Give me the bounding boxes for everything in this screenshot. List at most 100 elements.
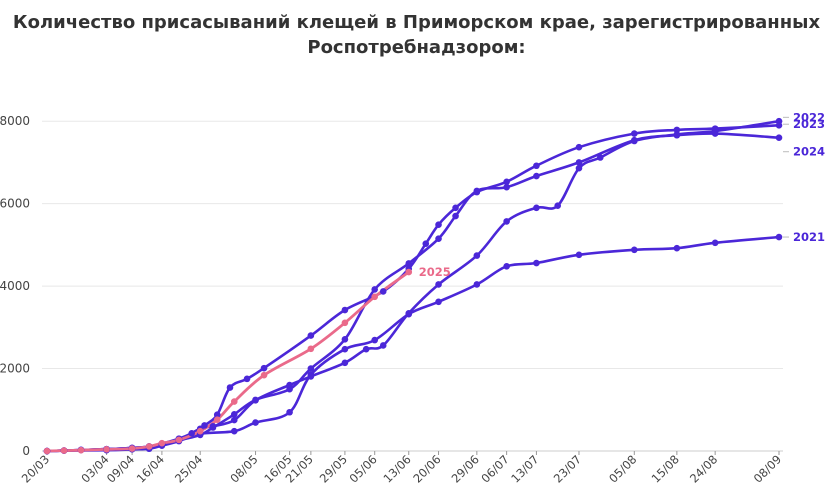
- data-point-2025: [145, 443, 153, 450]
- y-tick-label: 2000: [0, 362, 30, 376]
- series-line-2022: [45, 124, 781, 453]
- data-point-2024: [230, 411, 238, 418]
- data-point-2023: [575, 164, 583, 172]
- data-point-2022: [243, 375, 251, 383]
- x-tick-label: 03/04: [78, 452, 111, 485]
- data-point-2022: [213, 411, 221, 419]
- data-point-2021: [341, 345, 349, 353]
- data-point-2022: [673, 126, 681, 134]
- series-label-2024: 2024: [793, 145, 825, 159]
- data-point-2021: [673, 244, 681, 252]
- data-point-2021: [230, 427, 238, 435]
- chart-title-line-2: Роспотребнадзором:: [307, 37, 526, 58]
- data-point-2025: [103, 446, 110, 453]
- data-point-2021: [575, 251, 583, 259]
- data-point-2025: [213, 416, 221, 423]
- data-point-2025: [128, 445, 136, 452]
- y-tick-label: 0: [22, 444, 30, 458]
- data-point-2021: [533, 259, 540, 267]
- x-tick-label: 05/06: [346, 452, 379, 485]
- data-point-2021: [371, 336, 378, 344]
- data-point-2023: [503, 218, 510, 225]
- x-tick-label: 08/09: [751, 452, 784, 485]
- data-point-2023: [286, 381, 293, 389]
- x-tick-label: 25/04: [172, 452, 205, 485]
- data-point-2023: [341, 359, 349, 367]
- data-point-2024: [503, 183, 510, 191]
- x-tick-label: 13/06: [381, 452, 414, 485]
- data-point-2022: [473, 188, 481, 196]
- x-tick-label: 08/05: [227, 452, 260, 485]
- grid-lines: [42, 120, 783, 452]
- data-point-2021: [435, 298, 442, 306]
- data-point-2024: [452, 212, 459, 220]
- data-point-2022: [260, 364, 268, 372]
- x-tick-label: 24/08: [687, 452, 720, 485]
- data-point-2023: [435, 281, 442, 288]
- data-point-2022: [435, 221, 442, 228]
- data-point-2023: [362, 345, 370, 353]
- data-point-2025: [260, 371, 268, 379]
- data-point-2024: [533, 172, 540, 180]
- series-line-2024: [45, 132, 781, 453]
- data-point-2023: [307, 373, 315, 380]
- data-point-2023: [596, 154, 604, 161]
- data-point-2022: [307, 332, 315, 339]
- data-point-2022: [575, 143, 583, 151]
- data-point-2025: [405, 268, 413, 276]
- data-point-2023: [554, 202, 561, 210]
- data-point-2024: [307, 365, 315, 372]
- data-point-2025: [175, 436, 183, 444]
- data-point-2022: [226, 384, 234, 391]
- x-tick-label: 13/07: [508, 452, 541, 485]
- data-point-2024: [405, 260, 413, 267]
- x-tick-label: 29/05: [317, 452, 350, 485]
- series-line-2021: [45, 235, 781, 453]
- data-point-2021: [503, 263, 510, 270]
- y-tick-label: 4000: [0, 279, 30, 293]
- x-tick-label: 29/06: [449, 452, 482, 485]
- data-point-2025: [230, 398, 238, 405]
- data-point-2021: [473, 281, 481, 288]
- data-point-2022: [341, 306, 349, 314]
- data-point-2022: [452, 204, 459, 212]
- x-tick-label: 23/07: [551, 452, 584, 485]
- series-line-2025: [45, 270, 411, 453]
- data-point-2022: [503, 178, 510, 186]
- data-point-2025: [60, 447, 68, 454]
- data-point-2022: [711, 125, 719, 132]
- data-point-2022: [775, 122, 783, 129]
- data-point-2022: [201, 422, 208, 429]
- data-point-2023: [405, 310, 413, 317]
- series-label-2021: 2021: [793, 230, 825, 244]
- data-point-2024: [575, 159, 583, 166]
- x-tick-label: 05/08: [606, 452, 639, 485]
- data-point-2023: [379, 342, 387, 349]
- y-tick-label: 6000: [0, 197, 30, 211]
- data-point-2022: [422, 240, 430, 247]
- x-tick-label: 09/04: [104, 452, 137, 485]
- data-point-2024: [435, 235, 442, 243]
- series-label-2025: 2025: [419, 265, 451, 279]
- data-point-2023: [473, 252, 481, 259]
- data-point-2021: [286, 408, 293, 416]
- data-point-2022: [188, 429, 195, 437]
- data-point-2023: [631, 137, 638, 145]
- x-tick-label: 20/06: [410, 452, 443, 485]
- chart-title: Количество присасываний клещей в Приморс…: [0, 10, 833, 60]
- x-tick-label: 06/07: [478, 452, 511, 485]
- data-point-2024: [371, 286, 378, 293]
- data-point-2025: [158, 439, 166, 447]
- series-label-2023: 2023: [793, 117, 825, 131]
- data-point-2021: [711, 239, 719, 247]
- series-points: [43, 117, 783, 455]
- data-point-2021: [252, 419, 259, 426]
- data-point-2025: [77, 446, 85, 454]
- data-point-2024: [341, 335, 349, 343]
- chart-title-line-1: Количество присасываний клещей в Приморс…: [12, 12, 821, 33]
- data-point-2022: [379, 288, 387, 295]
- x-tick-label: 15/08: [649, 452, 682, 485]
